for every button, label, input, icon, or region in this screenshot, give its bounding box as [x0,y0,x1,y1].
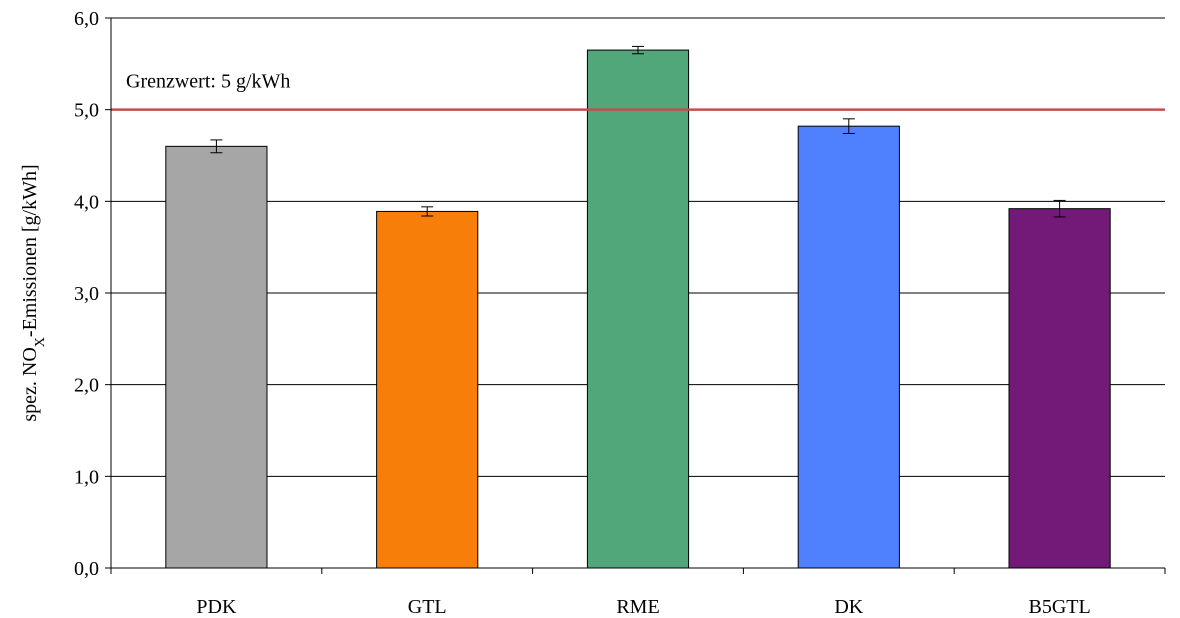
y-tick-label: 3,0 [74,283,99,305]
x-tick-label: PDK [196,596,237,618]
bar-gtl [376,210,479,569]
y-tick-labels: 0,0 1,0 2,0 3,0 4,0 5,0 6,0 [74,8,99,580]
y-tick-label: 2,0 [74,375,99,397]
bar-dk [797,125,900,569]
y-tick-label: 4,0 [74,191,99,213]
x-tick-label: GTL [408,596,447,618]
y-tick-label: 5,0 [74,100,99,122]
limit-label: Grenzwert: 5 g/kWh [126,71,290,93]
x-tick-label: RME [616,596,659,618]
x-category-labels: PDK GTL RME DK B5GTL [196,596,1090,618]
error-bars [210,45,1066,218]
y-tick-label: 0,0 [74,558,99,580]
bars [165,49,1111,569]
y-tick-label: 6,0 [74,8,99,30]
y-axis-title: spez. NOX-Emissionen [g/kWh] [19,164,48,421]
bar-b5gtl [1008,208,1111,569]
x-tick-label: B5GTL [1028,596,1090,618]
bar-rme [586,49,690,569]
y-tick-label: 1,0 [74,466,99,488]
bar-pdk [165,145,268,569]
axes [105,17,1166,574]
reference-line-group: Grenzwert: 5 g/kWh [111,71,1165,111]
x-tick-label: DK [834,596,863,618]
